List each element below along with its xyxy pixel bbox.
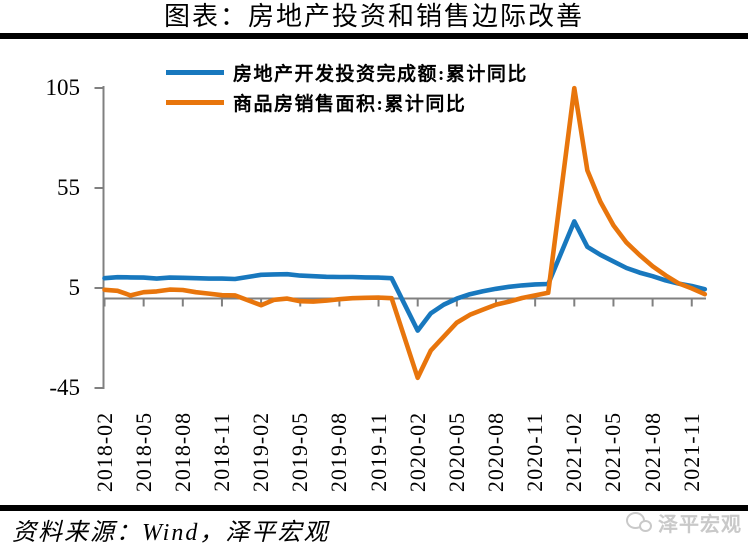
zeping-watermark: 泽平宏观 <box>626 508 742 537</box>
x-tick-label: 2019-08 <box>326 411 352 493</box>
x-tick-label: 2018-02 <box>91 411 117 493</box>
legend-item-sales: 商品房销售面积:累计同比 <box>166 88 528 116</box>
chat-bubbles-icon <box>626 511 653 534</box>
x-tick-label: 2018-08 <box>169 411 195 493</box>
sales-line-swatch <box>166 99 224 105</box>
investment-line <box>102 219 708 333</box>
legend-label-investment: 房地产开发投资完成额:累计同比 <box>233 63 528 85</box>
legend-item-investment: 房地产开发投资完成额:累计同比 <box>166 58 528 86</box>
x-tick-label: 2018-05 <box>130 411 156 493</box>
x-tick-label: 2018-11 <box>208 412 234 492</box>
x-tick-label: 2021-05 <box>600 411 626 493</box>
x-tick-label: 2021-11 <box>678 412 704 492</box>
legend-label-sales: 商品房销售面积:累计同比 <box>233 93 467 115</box>
x-tick-label: 2019-11 <box>365 412 391 492</box>
x-tick-label: 2020-02 <box>404 411 430 493</box>
bottom-divider-rule <box>0 505 748 511</box>
source-note: 资料来源：Wind，泽平宏观 <box>12 520 330 546</box>
investment-line-swatch <box>166 69 224 75</box>
chart-title: 图表：房地产投资和销售边际改善 <box>163 2 584 31</box>
x-tick-label: 2021-08 <box>639 411 665 493</box>
chart-legend: 房地产开发投资完成额:累计同比 商品房销售面积:累计同比 <box>166 58 528 116</box>
y-tick-label: 55 <box>57 175 80 200</box>
top-divider-rule <box>0 33 748 39</box>
x-tick-label: 2020-11 <box>522 412 548 492</box>
x-tick-label: 2020-05 <box>443 411 469 493</box>
y-tick-label: 105 <box>45 75 81 100</box>
x-tick-label: 2021-02 <box>561 411 587 493</box>
x-tick-label: 2020-08 <box>483 411 508 493</box>
sales-line <box>102 85 708 381</box>
y-tick-label: 5 <box>68 275 81 300</box>
x-tick-label: 2019-02 <box>248 411 274 493</box>
watermark-label: 泽平宏观 <box>658 514 742 536</box>
x-tick-label: 2019-05 <box>287 411 313 493</box>
y-tick-label: -45 <box>49 375 80 400</box>
